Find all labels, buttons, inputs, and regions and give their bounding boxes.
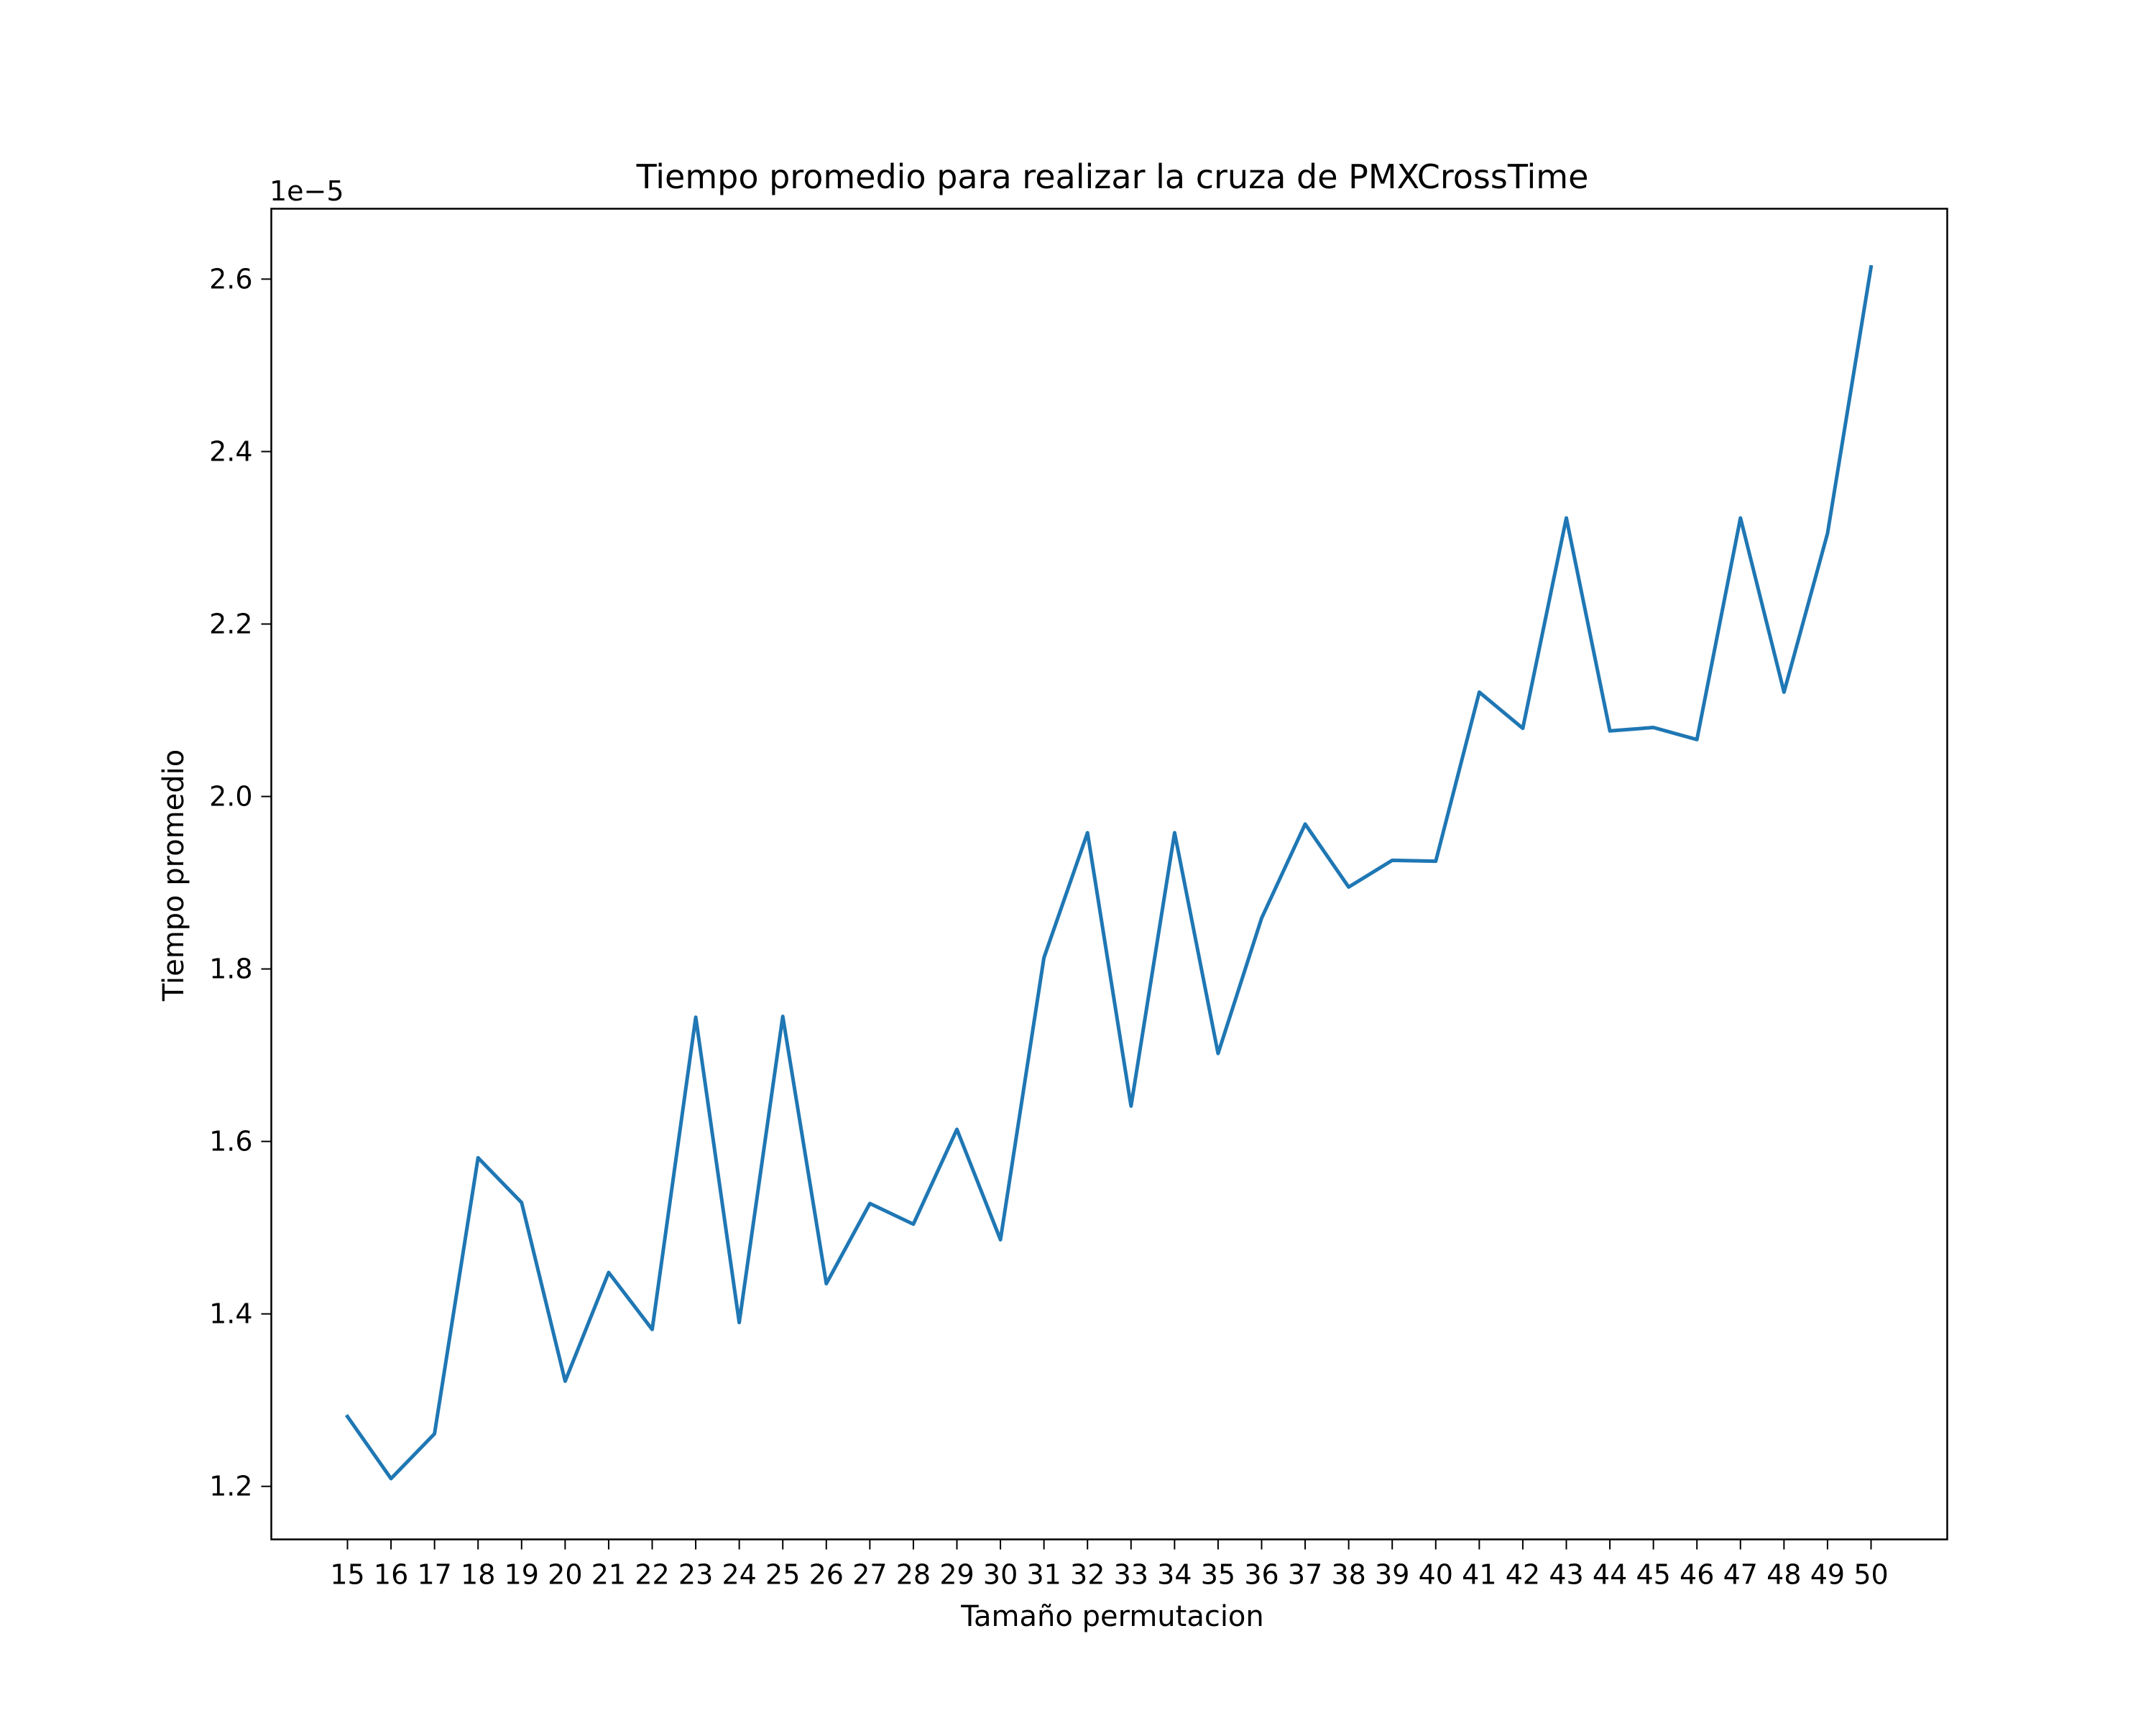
x-tick-label: 31 xyxy=(1026,1559,1061,1591)
y-tick-label: 1.2 xyxy=(209,1471,252,1502)
x-tick-label: 25 xyxy=(765,1559,800,1591)
x-tick-label: 30 xyxy=(983,1559,1018,1591)
y-tick-label: 2.6 xyxy=(209,263,252,295)
y-tick-label: 1.4 xyxy=(209,1298,252,1330)
x-tick-label: 50 xyxy=(1853,1559,1888,1591)
x-tick-label: 26 xyxy=(809,1559,844,1591)
x-tick-label: 27 xyxy=(852,1559,887,1591)
x-tick-label: 48 xyxy=(1766,1559,1801,1591)
y-axis-label: Tiempo promedio xyxy=(157,749,190,1002)
x-tick-label: 33 xyxy=(1114,1559,1148,1591)
x-tick-label: 38 xyxy=(1331,1559,1365,1591)
x-tick-label: 47 xyxy=(1723,1559,1758,1591)
y-tick-label: 1.6 xyxy=(209,1126,252,1158)
x-tick-label: 21 xyxy=(591,1559,626,1591)
plot-area xyxy=(345,264,1874,1481)
x-tick-label: 23 xyxy=(678,1559,713,1591)
x-tick-label: 44 xyxy=(1593,1559,1627,1591)
x-axis-ticks: 15 16 17 18 19 20 21 22 23 24 25 26 27 28 29 30 31 32 33 34… xyxy=(330,1539,1889,1591)
x-tick-label: 41 xyxy=(1462,1559,1496,1591)
x-tick-label: 42 xyxy=(1506,1559,1540,1591)
x-tick-label: 39 xyxy=(1375,1559,1409,1591)
series-line-0 xyxy=(345,264,1874,1481)
x-tick-label: 34 xyxy=(1157,1559,1192,1591)
x-tick-label: 36 xyxy=(1244,1559,1279,1591)
x-tick-label: 17 xyxy=(417,1559,451,1591)
x-tick-label: 40 xyxy=(1419,1559,1453,1591)
x-tick-label: 16 xyxy=(374,1559,408,1591)
x-tick-label: 15 xyxy=(330,1559,364,1591)
y-tick-label: 2.0 xyxy=(209,781,252,813)
x-tick-label: 22 xyxy=(635,1559,669,1591)
plot-frame xyxy=(270,208,1948,1540)
chart-title: Tiempo promedio para realizar la cruza d… xyxy=(636,157,1589,196)
x-tick-label: 37 xyxy=(1288,1559,1322,1591)
x-tick-label: 45 xyxy=(1636,1559,1670,1591)
x-tick-label: 32 xyxy=(1070,1559,1105,1591)
x-tick-label: 46 xyxy=(1680,1559,1714,1591)
y-tick-label: 1.8 xyxy=(209,953,252,985)
y-tick-label: 2.4 xyxy=(209,435,252,467)
x-axis-label: Tamaño permutacion xyxy=(960,1600,1264,1633)
x-tick-label: 20 xyxy=(548,1559,582,1591)
x-tick-label: 49 xyxy=(1810,1559,1845,1591)
x-tick-label: 43 xyxy=(1549,1559,1583,1591)
x-tick-label: 29 xyxy=(939,1559,974,1591)
x-tick-label: 35 xyxy=(1201,1559,1235,1591)
x-tick-label: 18 xyxy=(461,1559,495,1591)
x-tick-label: 19 xyxy=(505,1559,539,1591)
y-tick-label: 2.2 xyxy=(209,609,252,640)
x-tick-label: 24 xyxy=(722,1559,756,1591)
y-axis-offset-label: 1e−5 xyxy=(270,175,344,207)
x-tick-label: 28 xyxy=(896,1559,931,1591)
y-axis-ticks: 1.2 1.4 1.6 1.8 2.0 2.2 2.4 2.6 xyxy=(209,263,272,1502)
